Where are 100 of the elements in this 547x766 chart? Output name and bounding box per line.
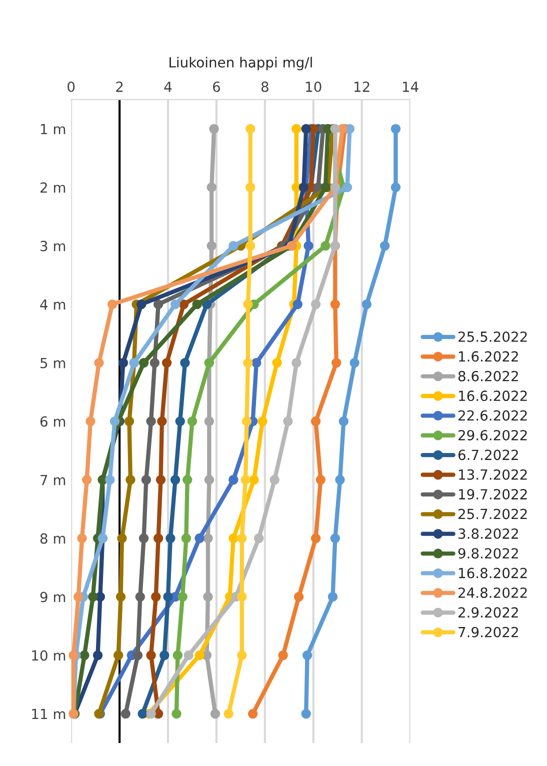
point (172, 708, 182, 719)
point (320, 182, 330, 192)
point (126, 474, 136, 485)
point (228, 240, 238, 251)
y-tick-label: 2 m (40, 182, 66, 193)
point (301, 124, 311, 134)
y-tick-label: 9 m (40, 592, 66, 602)
legend-label: 1.6.2022 (459, 351, 518, 362)
x-tick-label: 8 (261, 82, 268, 92)
y-tick-label: 3 m (40, 240, 66, 252)
x-tick-label: 10 (306, 82, 322, 92)
point (178, 592, 188, 602)
point (187, 416, 198, 426)
point (330, 299, 340, 310)
point (107, 299, 118, 310)
legend-label: 6.7.2022 (458, 450, 518, 460)
point (74, 592, 84, 602)
point (192, 299, 202, 310)
y-tick-label: 6 m (40, 416, 66, 427)
legend-label: 7.9.2022 (458, 626, 518, 638)
legend-label: 3.8.2022 (458, 528, 518, 539)
point (82, 474, 92, 485)
point (124, 416, 134, 426)
legend-label: 19.7.2022 (459, 489, 527, 500)
point (243, 299, 253, 310)
point (390, 182, 401, 192)
point (380, 240, 390, 251)
point (203, 592, 213, 602)
point (272, 358, 282, 368)
point (320, 240, 330, 251)
point (310, 416, 321, 426)
point (362, 299, 372, 310)
point (246, 182, 256, 192)
point (146, 708, 156, 719)
point (228, 474, 238, 485)
point (160, 650, 170, 660)
point (88, 592, 98, 602)
point (237, 592, 247, 602)
legend-label: 9.8.2022 (458, 548, 518, 559)
x-axis-title: Liukoinen happi mg/l (170, 56, 312, 70)
point (178, 299, 189, 310)
point (210, 708, 220, 719)
point (194, 650, 204, 660)
point (252, 358, 262, 368)
legend-label: 29.6.2022 (458, 430, 527, 440)
point (92, 650, 103, 660)
point (150, 358, 160, 368)
point (240, 474, 250, 485)
point (243, 358, 253, 368)
point (237, 650, 247, 660)
point (162, 358, 172, 368)
point (246, 240, 256, 251)
point (292, 299, 302, 310)
point (113, 650, 124, 660)
point (146, 416, 156, 426)
point (194, 533, 204, 544)
y-tick-label: 1 m (40, 124, 66, 134)
point (181, 533, 192, 544)
point (136, 299, 146, 310)
y-tick-label: 8 m (40, 533, 66, 544)
legend-label: 13.7.2022 (459, 469, 527, 480)
point (68, 650, 78, 660)
point (310, 299, 321, 310)
point (224, 708, 234, 719)
point (151, 592, 161, 602)
point (86, 416, 96, 426)
point (105, 474, 115, 485)
y-tick-label: 7 m (40, 474, 66, 486)
legend-label: 25.7.2022 (458, 508, 527, 520)
legend-label: 22.6.2022 (458, 410, 527, 421)
point (132, 650, 143, 660)
point (204, 416, 214, 426)
point (292, 358, 302, 368)
x-tick-label: 14 (402, 82, 418, 92)
x-tick-label: 2 (116, 82, 123, 92)
point (166, 533, 176, 544)
point (180, 358, 190, 368)
point (330, 124, 340, 134)
point (332, 358, 342, 368)
point (116, 592, 126, 602)
point (117, 533, 127, 544)
point (80, 650, 90, 660)
point (258, 416, 268, 426)
point (304, 240, 314, 251)
legend-label: 16.8.2022 (459, 568, 527, 578)
point (203, 533, 213, 544)
point (175, 416, 185, 426)
legend-label: 24.8.2022 (458, 587, 527, 598)
point (110, 416, 120, 426)
x-tick-label: 6 (213, 82, 220, 92)
point (153, 299, 164, 310)
point (335, 474, 345, 485)
point (330, 533, 340, 544)
point (138, 533, 149, 544)
point (278, 650, 288, 660)
point (157, 416, 167, 426)
point (118, 358, 128, 368)
point (135, 592, 146, 602)
point (141, 474, 152, 485)
point (182, 474, 192, 485)
